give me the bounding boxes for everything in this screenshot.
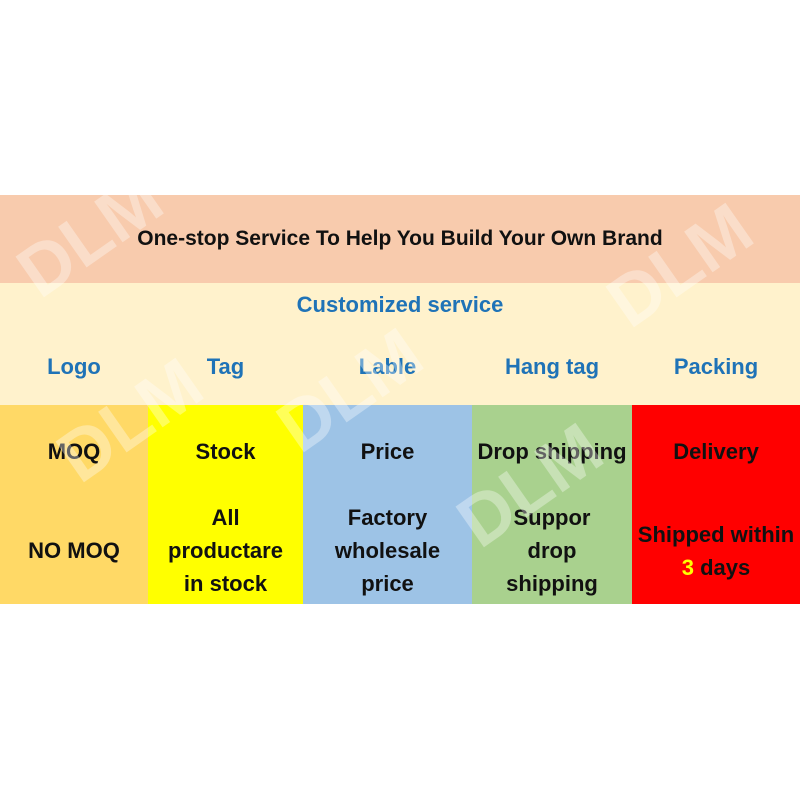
header-lable: Lable — [358, 354, 417, 379]
cell-moq: MOQ — [47, 438, 101, 464]
header-hang-tag: Hang tag — [504, 354, 600, 379]
cell-no-moq: NO MOQ — [28, 538, 120, 563]
column-tag: Stock All productare in stock — [148, 405, 303, 604]
column-lable: Price Factory wholesale price — [303, 405, 472, 604]
cell-shipped: Shipped within 3 days — [632, 497, 800, 604]
cell-factory-price: Factory wholesale price — [334, 505, 441, 596]
cell-delivery: Delivery — [673, 438, 759, 464]
page-title: One-stop Service To Help You Build Your … — [137, 227, 663, 250]
cell-in-stock: All productare in stock — [168, 505, 283, 596]
customized-service-section — [0, 283, 800, 405]
days-highlight: 3 — [681, 554, 694, 580]
cell-price: Price — [360, 438, 415, 464]
column-packing: Delivery Shipped within 3 days — [632, 405, 800, 604]
header-logo: Logo — [47, 354, 101, 379]
section-subtitle: Customized service — [296, 292, 504, 317]
header-tag: Tag — [206, 354, 245, 379]
title-banner: One-stop Service To Help You Build Your … — [0, 195, 800, 283]
cell-stock: Stock — [195, 438, 256, 464]
cell-support-drop-shipping: Suppor drop shipping — [506, 505, 598, 596]
column-hang-tag: Drop shipping Suppor drop shipping — [472, 405, 632, 604]
cell-drop-shipping: Drop shipping — [477, 438, 627, 464]
shipped-text: Shipped within 3 days — [637, 521, 795, 580]
header-packing: Packing — [673, 354, 759, 379]
column-logo: MOQ NO MOQ — [0, 405, 148, 604]
